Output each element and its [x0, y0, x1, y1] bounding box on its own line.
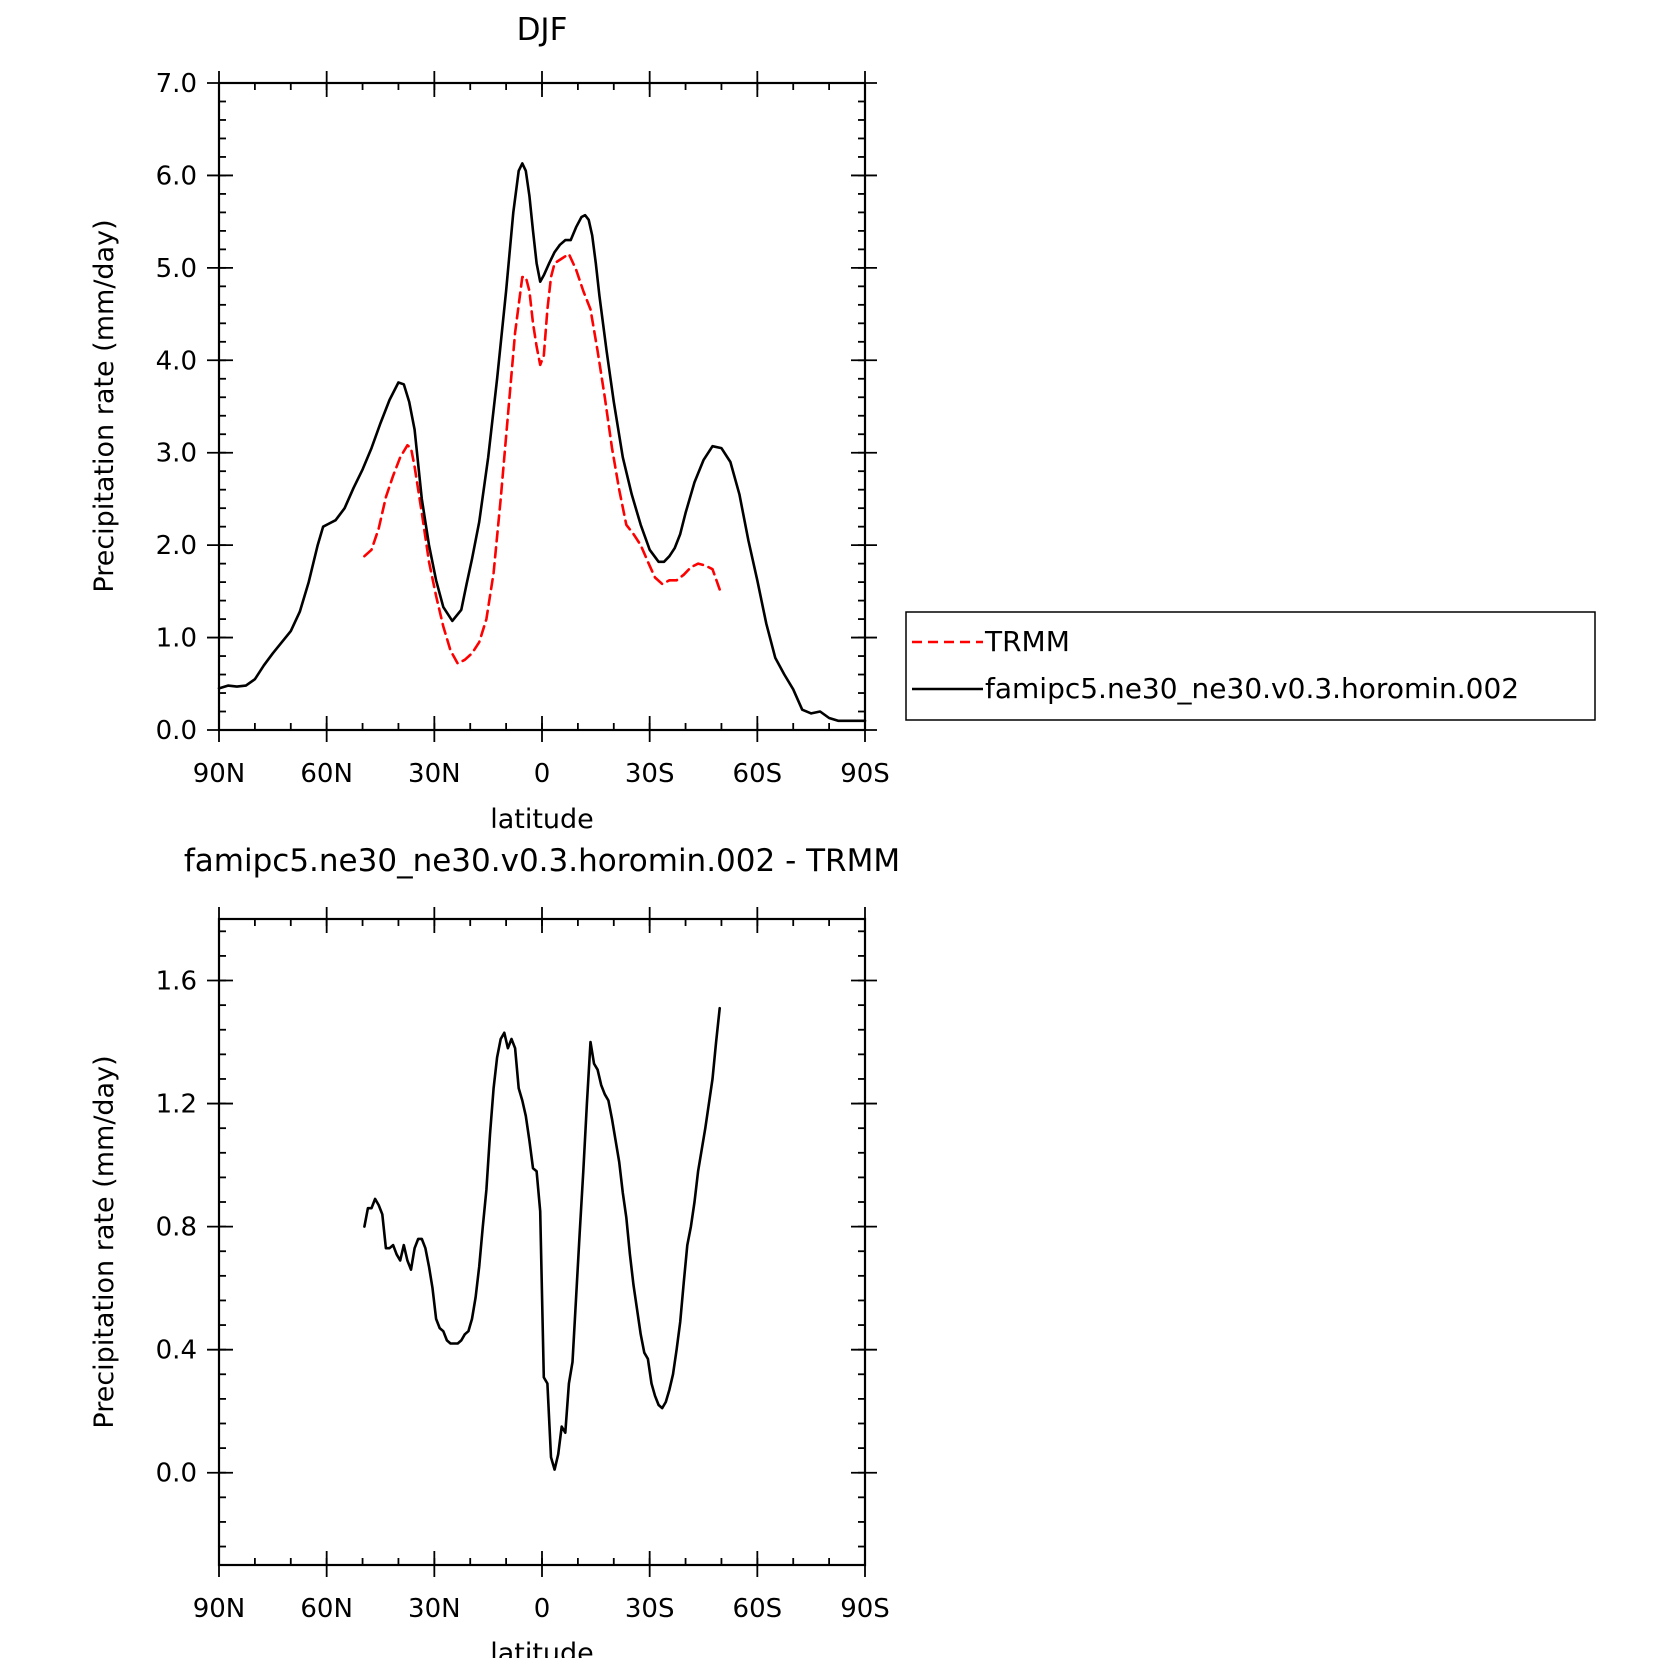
bottom-x-tick-label: 30S: [625, 1594, 675, 1624]
top-x-tick-label: 30N: [408, 759, 461, 789]
top-y-tick-label: 2.0: [156, 531, 197, 561]
bottom-panel-ylabel: Precipitation rate (mm/day): [89, 1055, 120, 1428]
top-x-tick-label: 90N: [193, 759, 246, 789]
legend-label-model: famipc5.ne30_ne30.v0.3.horomin.002: [985, 672, 1519, 705]
top-panel-lines: [217, 162, 867, 723]
top-y-tick-label: 6.0: [156, 161, 197, 191]
bottom-y-tick-label: 0.4: [156, 1336, 197, 1366]
top-y-tick-label: 5.0: [156, 254, 197, 284]
top-panel-frame: [217, 81, 867, 732]
top-series-line-model: [217, 162, 867, 723]
bottom-y-tick-label: 1.2: [156, 1090, 197, 1120]
top-x-tick-label: 30S: [625, 759, 675, 789]
top-x-tick-label: 60N: [300, 759, 353, 789]
top-y-tick-label: 0.0: [156, 716, 197, 746]
legend: TRMM famipc5.ne30_ne30.v0.3.horomin.002: [905, 611, 1596, 721]
bottom-x-tick-label: 60N: [300, 1594, 353, 1624]
bottom-series-line-difference: [363, 1006, 722, 1471]
top-y-tick-label: 7.0: [156, 69, 197, 99]
bottom-x-tick-label: 90S: [840, 1594, 890, 1624]
top-x-tick-label: 90S: [840, 759, 890, 789]
bottom-panel-title: famipc5.ne30_ne30.v0.3.horomin.002 - TRM…: [184, 843, 900, 879]
legend-box: [905, 611, 1596, 721]
bottom-panel: famipc5.ne30_ne30.v0.3.horomin.002 - TRM…: [89, 843, 900, 1658]
top-panel-xlabel: latitude: [490, 804, 594, 835]
top-x-tick-label: 0: [534, 759, 551, 789]
bottom-y-tick-label: 0.0: [156, 1459, 197, 1489]
bottom-x-tick-label: 0: [534, 1594, 551, 1624]
bottom-y-tick-label: 0.8: [156, 1213, 197, 1243]
top-panel-title: DJF: [517, 12, 568, 48]
bottom-panel-frame: [217, 917, 867, 1567]
top-x-tick-label: 60S: [733, 759, 783, 789]
bottom-x-tick-label: 30N: [408, 1594, 461, 1624]
bottom-panel-lines: [363, 1006, 722, 1471]
top-panel-ticks: 90N 60N 30N 0 30S 60S 90S 0.0 1.0 2.0 3.0 4.0 5.0 6.0…: [156, 69, 890, 789]
bottom-panel-ticks: 90N 60N 30N 0 30S 60S 90S 0.0 0.4 0.8 1.2 1.6: [156, 907, 890, 1624]
top-panel-ylabel: Precipitation rate (mm/day): [89, 219, 120, 592]
top-y-tick-label: 3.0: [156, 439, 197, 469]
top-y-tick-label: 4.0: [156, 346, 197, 376]
top-series-line-trmm: [363, 252, 722, 665]
top-y-tick-label: 1.0: [156, 624, 197, 654]
top-panel: DJF 90N 60N 30N 0 30S 60S 90S 0.0 1.0 2.0 3.0 4.0 5.…: [89, 12, 890, 835]
bottom-x-tick-label: 90N: [193, 1594, 246, 1624]
bottom-x-tick-label: 60S: [733, 1594, 783, 1624]
bottom-panel-xlabel: latitude: [490, 1638, 594, 1658]
legend-label-trmm: TRMM: [984, 625, 1070, 658]
bottom-y-tick-label: 1.6: [156, 967, 197, 997]
